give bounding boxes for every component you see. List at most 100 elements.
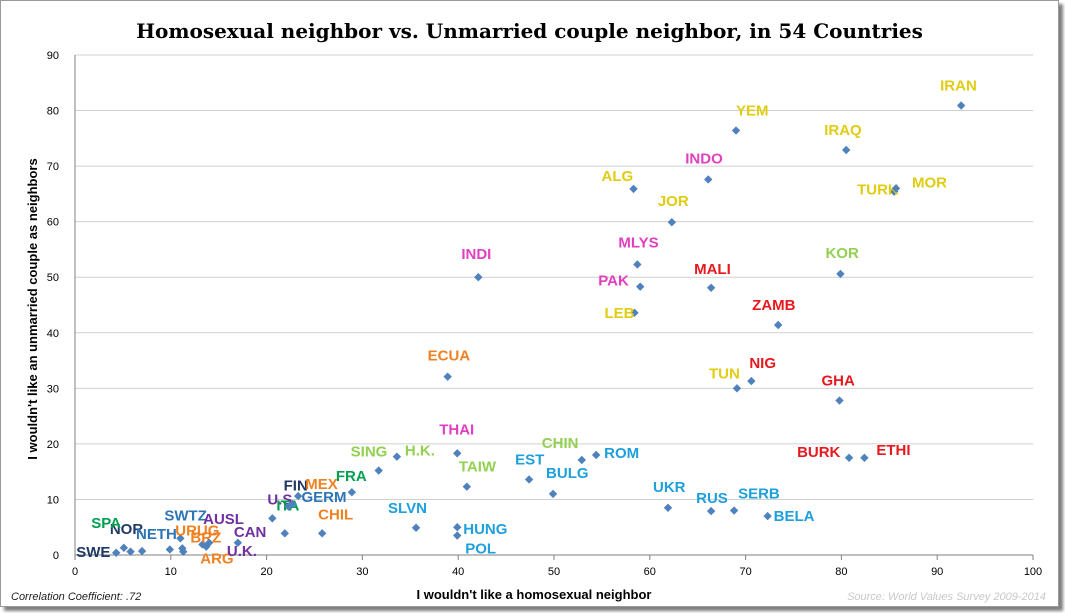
data-point-label: HUNG [463,521,507,538]
y-tick-label: 80 [47,106,59,118]
data-point-label: TAIW [459,459,497,476]
source-note: Source: World Values Survey 2009-2014 [847,591,1046,603]
data-point-label: EST [515,451,544,468]
data-point-label: H.K. [405,443,435,460]
data-point-label: TURK [857,182,899,199]
data-point-label: GERM [301,489,346,506]
x-tick-label: 60 [644,566,656,578]
chart-title: Homosexual neighbor vs. Unmarried couple… [136,19,923,43]
data-point-label: TUN [709,365,740,382]
data-point-marker [548,489,558,499]
correlation-note: Correlation Coefficient: .72 [11,591,142,603]
data-point-label: MEX [305,476,338,493]
x-tick-label: 70 [739,566,751,578]
data-point-marker [836,269,845,279]
data-point-label: INDO [685,150,723,167]
data-point-label: ZAMB [752,297,795,314]
data-point-marker [178,544,187,553]
data-point-label: POL [465,541,496,558]
data-point-label: LEB [604,305,634,322]
data-point-label: ARG [200,551,233,568]
data-point-label: IRAN [940,78,977,95]
data-point-marker [704,175,713,184]
data-point-label: FRA [336,468,367,485]
data-point-marker [176,534,185,543]
scatter-plot: 0 10 20 30 40 50 60 70 80 90 0 10 20 30 40 50 60 70 80 90 10… [25,50,1042,602]
data-point-label: YEM [736,103,769,120]
x-tick-label: 90 [931,566,943,578]
data-point-marker [524,475,534,484]
data-point-marker [294,491,303,501]
data-point-label: PAK [598,273,629,290]
data-point-label: ECUA [428,348,471,365]
y-tick-label: 40 [47,328,59,340]
data-point-marker [453,523,462,532]
x-tick-label: 30 [356,566,368,578]
data-point-label: BULG [546,465,589,482]
data-point-label: MOR [912,174,947,191]
data-point-marker [841,145,851,155]
data-point-marker [731,126,741,135]
data-point-label: SWTZ [164,507,207,524]
data-point-label: GHA [821,373,855,390]
data-point-label: NIG [749,355,776,372]
data-point-label: CAN [234,524,266,541]
data-point-marker [706,283,716,292]
data-point-label: ETHI [876,442,910,459]
data-point-label: MALI [694,261,731,278]
data-point-label: NOR [110,521,144,538]
y-tick-label: 50 [47,272,59,284]
y-axis-label: I wouldn't like an unmarried couple as n… [25,158,40,459]
data-point-label: SING [351,444,388,461]
x-tick-label: 20 [260,566,272,578]
data-point-marker [317,529,327,538]
y-tick-label: 0 [53,550,59,562]
data-point-marker [165,545,175,554]
data-point-label: AUSL [203,511,244,528]
data-point-marker [280,529,290,538]
data-point-label: INDI [461,246,491,263]
data-point-label: SLVN [388,500,427,517]
x-tick-label: 80 [835,566,847,578]
y-tick-label: 60 [47,217,59,229]
data-point-marker [462,482,472,491]
data-point-marker [630,308,639,317]
data-point-marker [636,282,645,291]
data-point-marker [474,273,483,282]
y-tick-label: 90 [47,50,59,62]
data-point-marker [347,488,357,497]
data-point-marker [629,184,638,194]
data-point-marker [577,455,586,465]
data-point-marker [411,523,421,532]
data-point-label: THAI [439,421,474,438]
data-point-marker [835,396,844,405]
x-tick-label: 50 [548,566,560,578]
data-point-marker [891,184,901,193]
data-point-marker [706,506,716,516]
data-point-marker [732,384,742,393]
data-point-marker [591,450,601,460]
data-point-marker [747,376,756,386]
data-point-label: U.K. [227,543,257,560]
data-point-marker [729,506,739,515]
data-point-marker [763,511,772,521]
data-point-label: NETH [136,526,177,543]
data-point-marker [111,548,121,557]
y-tick-label: 30 [47,383,59,395]
x-tick-label: 40 [452,566,464,578]
data-point-label: URUG [175,523,219,540]
data-point-marker [374,466,383,475]
x-tick-label: 100 [1024,566,1042,578]
data-point-label: UKR [653,479,686,496]
data-point-label: SWE [76,544,110,561]
data-point-label: BELA [774,508,815,525]
x-tick-label: 0 [72,566,78,578]
y-tick-label: 20 [47,439,59,451]
data-point-label: BURK [797,444,840,461]
data-point-marker [773,320,783,330]
data-point-marker [202,542,211,551]
data-point-label: SPA [91,515,121,532]
data-point-label: JOR [658,193,689,210]
data-point-label: ALG [602,168,634,185]
